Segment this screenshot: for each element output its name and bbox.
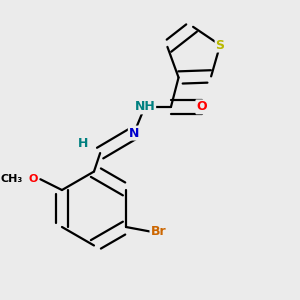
Text: NH: NH (134, 100, 155, 113)
Text: Br: Br (151, 225, 166, 238)
Text: O: O (28, 174, 38, 184)
Text: N: N (129, 127, 139, 140)
Text: CH₃: CH₃ (1, 174, 23, 184)
Text: H: H (78, 137, 88, 150)
Text: O: O (196, 100, 207, 113)
Text: S: S (216, 39, 225, 52)
